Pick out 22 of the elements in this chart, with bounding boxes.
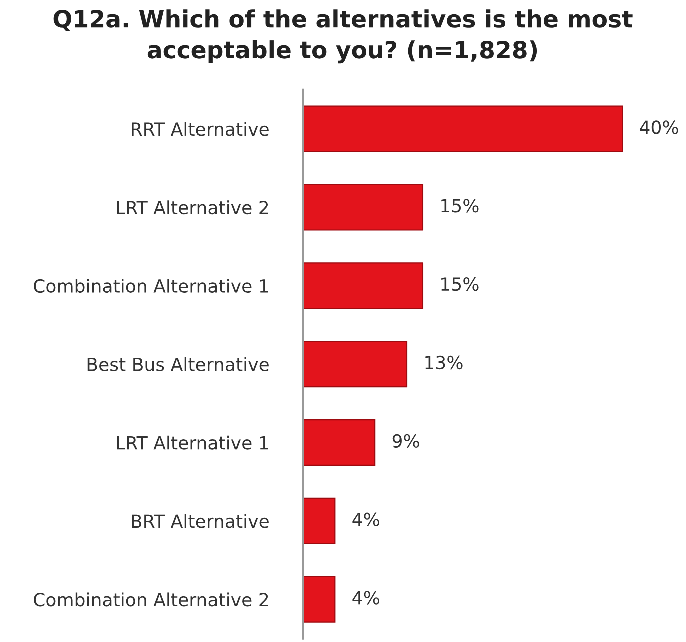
data-label: 9% [392,434,420,448]
y-tick-label: Best Bus Alternative [88,357,269,372]
data-label: 13% [426,356,463,370]
data-label: 15% [442,199,479,213]
y-tick-label: RRT Alternative [132,122,269,136]
bar [303,184,424,231]
y-tick-label: BRT Alternative [132,514,269,528]
data-label: 4% [352,512,380,526]
bar [303,576,336,623]
bar [303,419,376,466]
bar [303,106,624,152]
bar [303,341,408,388]
y-tick-label: LRT Alternative 2 [117,200,268,215]
chart-title: Q12a. Which of the alternatives is the most acceptable to you? (n=1,828) [54,10,633,64]
bar [303,262,424,310]
data-label: 40% [640,120,678,134]
data-label: 15% [442,278,479,292]
y-tick-label: LRT Alternative 1 [117,436,268,450]
data-label: 4% [352,591,380,605]
bar [303,498,336,544]
y-tick-label: Combination Alternative 2 [34,592,268,607]
y-tick-label: Combination Alternative 1 [34,279,268,294]
